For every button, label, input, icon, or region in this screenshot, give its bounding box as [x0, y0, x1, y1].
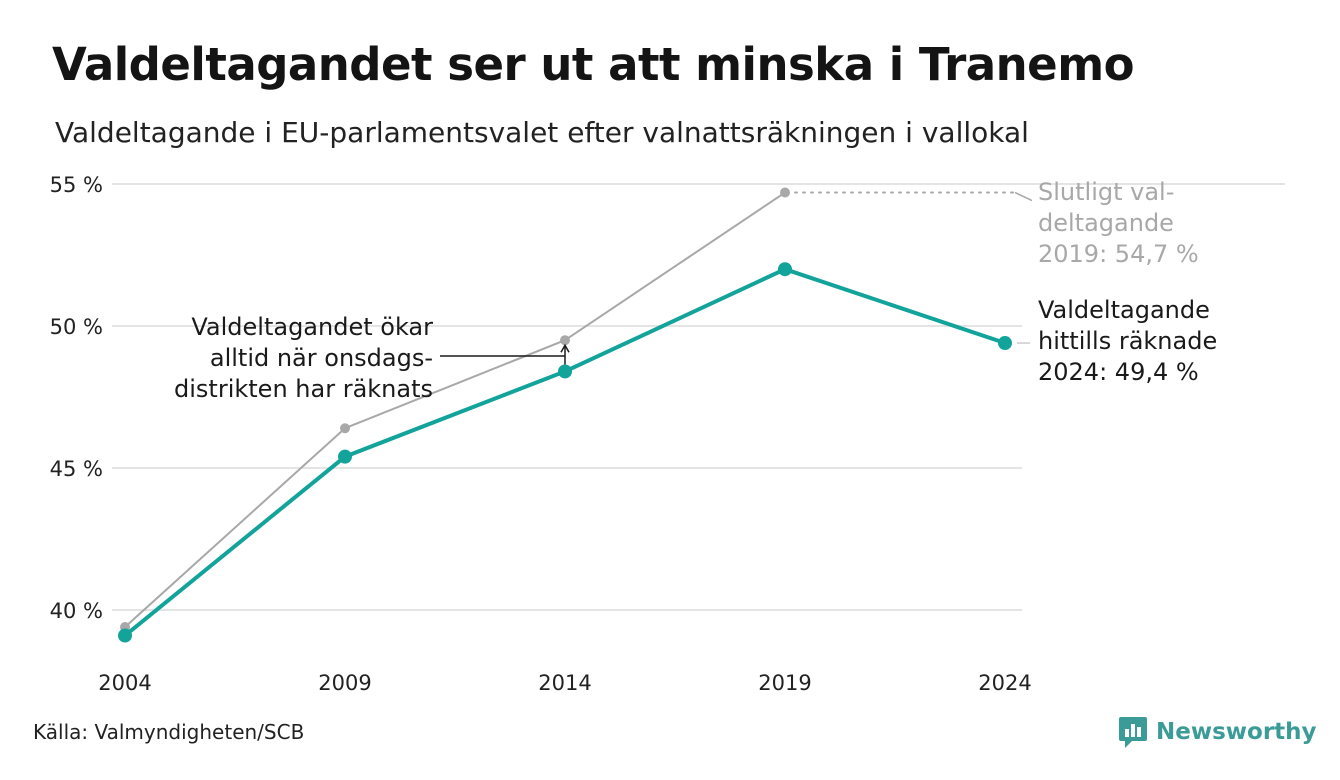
y-axis-ticks: 40 % 45 % 50 % 55 % — [50, 173, 103, 623]
chart-subtitle: Valdeltagande i EU-parlamentsvalet efter… — [55, 116, 1029, 149]
y-tick-label: 40 % — [50, 599, 103, 623]
current-turnout-label-line: 2024: 49,4 % — [1038, 358, 1199, 386]
y-tick-label: 50 % — [50, 315, 103, 339]
data-point-election_night — [338, 449, 352, 464]
note-arrow-head — [560, 343, 570, 353]
final-turnout-label-line: 2019: 54,7 % — [1038, 240, 1199, 268]
data-point-election_night — [778, 262, 792, 277]
data-point-election_night — [118, 628, 132, 643]
series-line-final — [124, 191, 786, 629]
data-point-election_night — [998, 336, 1012, 351]
y-tick-label: 55 % — [50, 173, 103, 197]
data-point-final — [780, 187, 790, 198]
current-turnout-label: Valdeltagande hittills räknade 2024: 49,4 … — [1038, 296, 1217, 386]
x-tick-label: 2009 — [318, 671, 371, 695]
brand-name: Newsworthy — [1156, 719, 1317, 745]
current-turnout-label-line: Valdeltagande — [1038, 296, 1210, 324]
note-label-line: Valdeltagandet ökar — [191, 313, 433, 341]
final-label-connector — [1014, 191, 1033, 202]
final-turnout-label: Slutligt val-deltagande 2019: 54,7 % — [1038, 178, 1199, 268]
newsworthy-logo-icon — [1119, 717, 1147, 748]
chart-title: Valdeltagandet ser ut att minska i Trane… — [52, 38, 1135, 91]
current-turnout-label-line: hittills räknade — [1038, 327, 1217, 355]
x-tick-label: 2014 — [538, 671, 591, 695]
note-label-line: distrikten har räknats — [174, 375, 433, 403]
data-point-final — [560, 335, 570, 346]
x-tick-label: 2019 — [758, 671, 811, 695]
source-note: Källa: Valmyndigheten/SCB — [33, 720, 305, 744]
grid-lines — [112, 183, 1285, 611]
annotations: Slutligt val-deltagande 2019: 54,7 % Valde… — [174, 178, 1217, 403]
x-tick-label: 2004 — [98, 671, 151, 695]
data-points — [118, 187, 1012, 643]
data-point-final — [340, 423, 350, 434]
note-label-line: alltid när onsdags- — [210, 344, 433, 372]
data-point-election_night — [558, 364, 572, 379]
x-tick-label: 2024 — [978, 671, 1031, 695]
brand-logo: Newsworthy — [1118, 712, 1317, 752]
y-tick-label: 45 % — [50, 457, 103, 481]
x-axis-ticks: 2004 2009 2014 2019 2024 — [98, 671, 1031, 695]
note-label: Valdeltagandet ökar alltid när onsdags-di… — [174, 313, 433, 403]
series-lines — [123, 191, 1007, 638]
final-turnout-label-line: Slutligt val- — [1038, 178, 1174, 206]
final-turnout-label-line: deltagande — [1038, 209, 1174, 237]
